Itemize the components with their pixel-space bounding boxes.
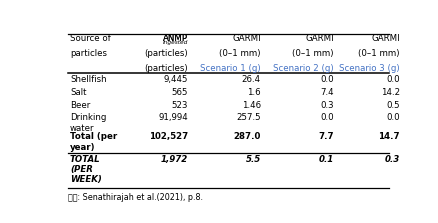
Text: Scenario 2 (g): Scenario 2 (g) bbox=[273, 64, 334, 73]
Text: 0.5: 0.5 bbox=[386, 101, 400, 109]
Text: 14.2: 14.2 bbox=[381, 88, 400, 97]
Text: 5.5: 5.5 bbox=[246, 155, 261, 164]
Text: 102,527: 102,527 bbox=[148, 132, 188, 141]
Text: 1.46: 1.46 bbox=[242, 101, 261, 109]
Text: Source of: Source of bbox=[70, 35, 111, 43]
Text: 257.5: 257.5 bbox=[236, 114, 261, 122]
Text: 287.0: 287.0 bbox=[233, 132, 261, 141]
Text: GARMI: GARMI bbox=[371, 35, 400, 43]
Text: 26.4: 26.4 bbox=[242, 75, 261, 84]
Text: Total (per
year): Total (per year) bbox=[70, 132, 117, 152]
Text: Beer: Beer bbox=[70, 101, 90, 109]
Text: (particles): (particles) bbox=[144, 64, 188, 73]
Text: 9,445: 9,445 bbox=[163, 75, 188, 84]
Text: GARMI: GARMI bbox=[305, 35, 334, 43]
Text: 523: 523 bbox=[171, 101, 188, 109]
Text: 0.0: 0.0 bbox=[386, 75, 400, 84]
Text: (0–1 mm): (0–1 mm) bbox=[292, 49, 334, 58]
Text: 1,972: 1,972 bbox=[161, 155, 188, 164]
Text: Shellfish: Shellfish bbox=[70, 75, 106, 84]
Text: 7.7: 7.7 bbox=[318, 132, 334, 141]
Text: ANMP: ANMP bbox=[163, 35, 188, 43]
Text: ANMP: ANMP bbox=[163, 35, 188, 43]
Text: 0.3: 0.3 bbox=[385, 155, 400, 164]
Text: GARMI: GARMI bbox=[232, 35, 261, 43]
Text: ingested: ingested bbox=[162, 40, 188, 45]
Text: particles: particles bbox=[70, 49, 107, 58]
Text: 0.3: 0.3 bbox=[320, 101, 334, 109]
Text: (particles): (particles) bbox=[144, 49, 188, 58]
Text: 자료: Senathirajah et al.(2021), p.8.: 자료: Senathirajah et al.(2021), p.8. bbox=[68, 193, 203, 202]
Text: 0.0: 0.0 bbox=[320, 75, 334, 84]
Text: 0.1: 0.1 bbox=[318, 155, 334, 164]
Text: Drinking
water: Drinking water bbox=[70, 114, 106, 133]
Text: 7.4: 7.4 bbox=[320, 88, 334, 97]
Text: TOTAL
(PER
WEEK): TOTAL (PER WEEK) bbox=[70, 155, 102, 184]
Text: 0.0: 0.0 bbox=[386, 114, 400, 122]
Text: 565: 565 bbox=[171, 88, 188, 97]
Text: (0–1 mm): (0–1 mm) bbox=[219, 49, 261, 58]
Text: 14.7: 14.7 bbox=[378, 132, 400, 141]
Text: (0–1 mm): (0–1 mm) bbox=[358, 49, 400, 58]
Text: Scenario 1 (g): Scenario 1 (g) bbox=[200, 64, 261, 73]
Text: 1.6: 1.6 bbox=[247, 88, 261, 97]
Text: 0.0: 0.0 bbox=[320, 114, 334, 122]
Text: 91,994: 91,994 bbox=[158, 114, 188, 122]
Text: Scenario 3 (g): Scenario 3 (g) bbox=[339, 64, 400, 73]
Text: Salt: Salt bbox=[70, 88, 87, 97]
